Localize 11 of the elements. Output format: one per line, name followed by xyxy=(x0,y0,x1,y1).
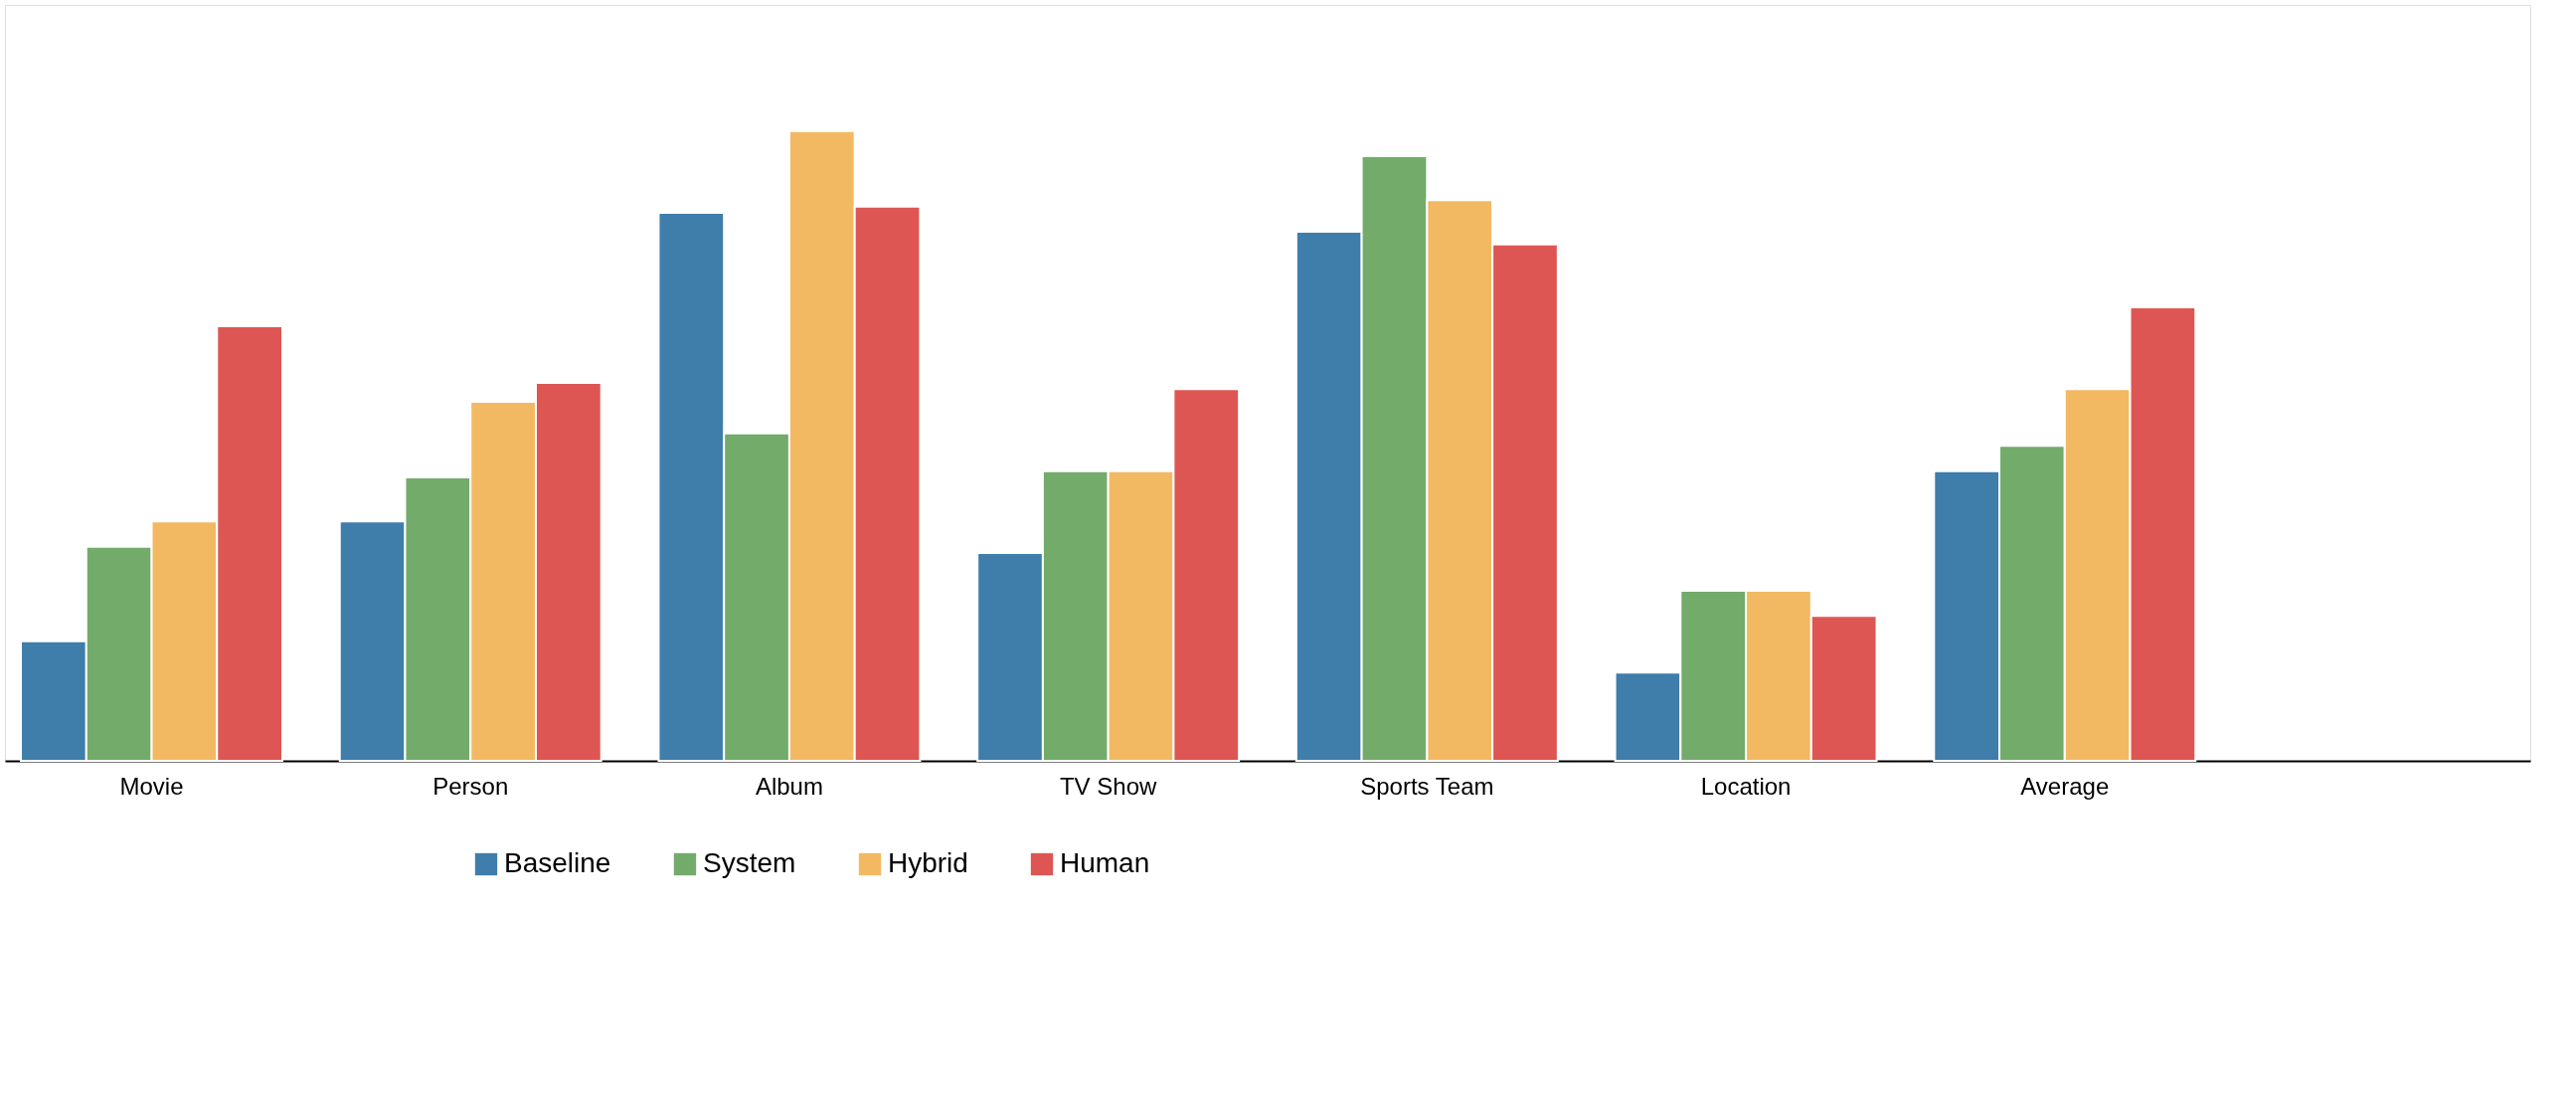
legend-label: System xyxy=(703,847,796,878)
x-tick-label: Album xyxy=(755,772,823,800)
x-tick-label: TV Show xyxy=(1059,772,1157,800)
x-tick-label: Average xyxy=(2020,772,2110,800)
legend-label: Hybrid xyxy=(888,847,968,878)
legend-label: Baseline xyxy=(504,847,611,878)
x-tick-label: Movie xyxy=(119,772,184,800)
x-tick-label: Sports Team xyxy=(1360,772,1494,800)
x-tick-label: Person xyxy=(432,772,509,800)
x-tick-label: Location xyxy=(1700,772,1792,800)
legend-label: Human xyxy=(1060,847,1150,878)
